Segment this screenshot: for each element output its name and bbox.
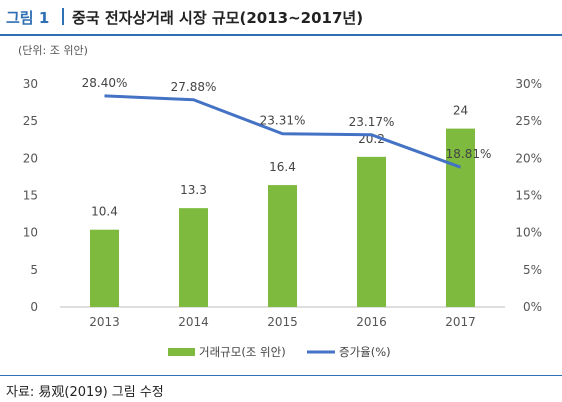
y-left-tick-25: 25 [23, 114, 38, 128]
x-tick-2013: 2013 [89, 315, 120, 329]
y-right-tick-5pct: 5% [523, 263, 542, 277]
line-value-label-2017: 18.81% [446, 147, 492, 161]
y-left-tick-10: 10 [23, 226, 38, 240]
legend-label-line: 증가율(%) [339, 345, 391, 359]
bar-value-label-2014: 13.3 [180, 183, 207, 197]
bar-value-label-2013: 10.4 [91, 205, 118, 219]
legend-swatch-bar [168, 348, 195, 356]
bar-value-label-2015: 16.4 [269, 160, 296, 174]
y-left-tick-30: 30 [23, 77, 38, 91]
y-right-tick-10pct: 10% [515, 226, 542, 240]
figure-title: 중국 전자상거래 시장 규모(2013~2017년) [72, 9, 364, 27]
line-value-label-2016: 23.17% [349, 115, 395, 129]
legend-label-bar: 거래규모(조 위안) [199, 345, 286, 359]
x-tick-2015: 2015 [267, 315, 298, 329]
bar-2017 [446, 128, 475, 307]
bar-2013 [90, 229, 119, 307]
y-right-tick-20pct: 20% [515, 151, 542, 165]
bar-2016 [357, 156, 386, 307]
bar-2014 [179, 208, 208, 307]
top-rule [0, 34, 562, 36]
bar-2015 [268, 185, 297, 307]
figure-label-separator [62, 8, 64, 25]
bottom-rule [0, 375, 562, 376]
y-right-tick-25pct: 25% [515, 114, 542, 128]
y-right-tick-15pct: 15% [515, 189, 542, 203]
x-tick-2016: 2016 [356, 315, 387, 329]
y-left-tick-0: 0 [30, 300, 38, 314]
line-value-label-2014: 27.88% [171, 80, 217, 94]
x-tick-2014: 2014 [178, 315, 209, 329]
bar-value-label-2017: 24 [453, 104, 468, 118]
y-left-tick-5: 5 [30, 263, 38, 277]
figure-header: 그림 1 중국 전자상거래 시장 규모(2013~2017년) [0, 0, 562, 34]
y-right-tick-30pct: 30% [515, 77, 542, 91]
line-value-label-2013: 28.40% [82, 76, 128, 90]
y-left-tick-20: 20 [23, 151, 38, 165]
figure-label: 그림 1 [6, 9, 50, 27]
legend: 거래규모(조 위안) 증가율(%) [168, 345, 391, 359]
y-right-tick-0pct: 0% [523, 300, 542, 314]
y-left-tick-15: 15 [23, 189, 38, 203]
chart: (단위: 조 위안) 10.413.316.420.224 28.40% 27.8… [18, 44, 542, 359]
growth-rate-line [104, 94, 462, 169]
source-note: 자료: 易观(2019) 그림 수정 [6, 385, 164, 400]
line-value-label-2015: 23.31% [260, 114, 306, 128]
unit-label: (단위: 조 위안) [18, 44, 88, 57]
x-tick-2017: 2017 [445, 315, 476, 329]
